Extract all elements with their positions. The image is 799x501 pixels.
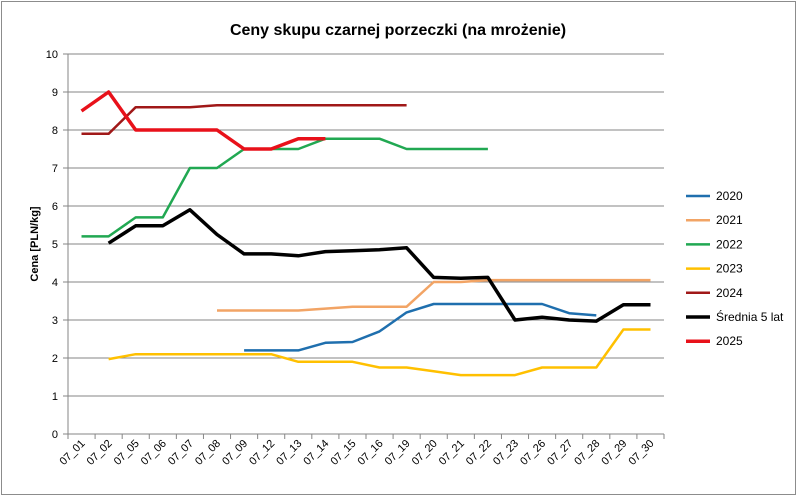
y-tick-label: 5 [52,239,58,251]
y-tick-label: 0 [52,429,58,441]
series-2025 [80,90,326,151]
x-tick-label: 07_21 [437,438,467,468]
x-axis: 07_0107_0207_0507_0607_0707_0807_0907_12… [58,433,665,468]
x-tick-label: 07_02 [85,438,115,468]
series-2020 [244,302,597,352]
y-axis-label: Cena [PLN/kg] [29,206,41,282]
y-tick-label: 8 [52,125,58,137]
chart-title: Ceny skupu czarnej porzeczki (na mrożeni… [230,22,566,39]
legend-item: 2021 [686,213,743,227]
x-tick-label: 07_07 [166,438,196,468]
y-tick-label: 1 [52,391,58,403]
x-tick-label: 07_01 [58,438,88,468]
series-line [107,208,651,323]
x-tick-label: 07_20 [410,438,440,468]
x-tick-label: 07_22 [464,438,494,468]
legend-label: Średnia 5 lat [716,309,784,324]
series-line [108,328,651,377]
legend-label: 2025 [716,334,743,348]
legend-item: Średnia 5 lat [686,309,784,324]
series-line [217,278,651,312]
series-2024 [81,104,407,136]
series-lines [80,90,651,377]
x-tick-label: 07_27 [545,438,575,468]
y-tick-label: 10 [46,49,58,61]
series-line [81,137,488,238]
gridlines [68,53,664,397]
legend-label: 2023 [716,262,743,276]
series--rednia-5-lat [107,208,651,323]
x-tick-label: 07_09 [220,438,250,468]
legend-label: 2024 [716,286,743,300]
x-tick-label: 07_06 [139,438,169,468]
series-2021 [217,278,651,312]
legend-item: 2024 [686,286,743,300]
legend-item: 2025 [686,334,743,348]
y-tick-label: 6 [52,201,58,213]
series-2023 [108,328,651,377]
x-tick-label: 07_16 [356,438,386,468]
x-tick-label: 07_08 [193,438,223,468]
x-tick-label: 07_13 [274,438,304,468]
legend-label: 2020 [716,189,743,203]
x-tick-label: 07_14 [301,438,331,468]
series-line [244,302,597,352]
y-tick-label: 4 [52,277,58,289]
y-tick-label: 3 [52,315,58,327]
y-tick-label: 7 [52,163,58,175]
legend-item: 2022 [686,237,743,251]
legend-label: 2022 [716,237,743,251]
x-tick-label: 07_05 [112,438,142,468]
legend-item: 2020 [686,189,743,203]
x-tick-label: 07_23 [491,438,521,468]
legend-label: 2021 [716,213,743,227]
x-tick-label: 07_29 [599,438,629,468]
x-tick-label: 07_19 [383,438,413,468]
x-tick-label: 07_30 [626,438,656,468]
x-tick-label: 07_28 [572,438,602,468]
series-2022 [81,137,488,238]
x-tick-label: 07_15 [328,438,358,468]
x-tick-label: 07_12 [247,438,277,468]
y-tick-label: 2 [52,353,58,365]
y-axis: 0 1 2 3 4 5 6 7 8 9 10 [46,49,69,441]
legend: 2020 2021 2022 2023 2024 Średnia 5 lat 2025 [686,189,784,348]
legend-item: 2023 [686,262,743,276]
y-tick-label: 9 [52,87,58,99]
series-line [81,104,407,136]
x-tick-label: 07_26 [518,438,548,468]
series-line [80,90,326,151]
